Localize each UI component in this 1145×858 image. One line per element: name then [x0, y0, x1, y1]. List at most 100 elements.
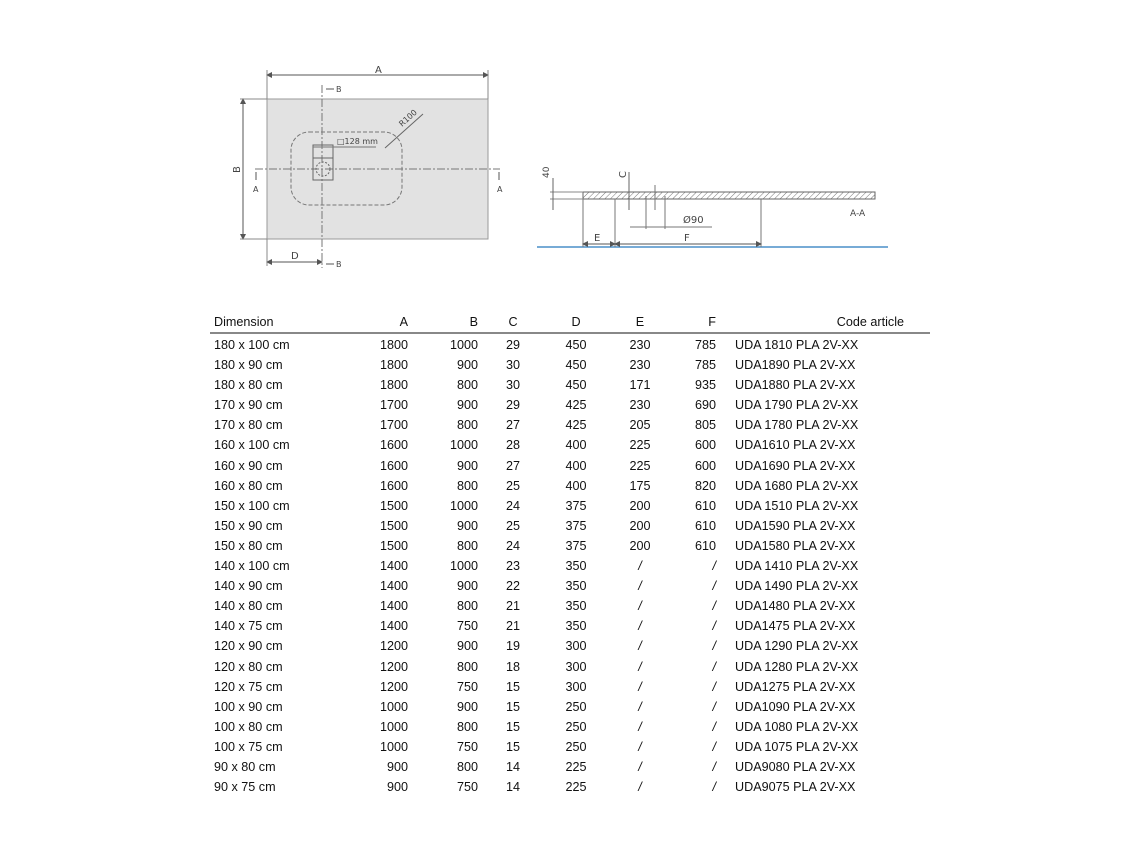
cell-b: 800	[456, 719, 478, 734]
cell-e: /	[638, 739, 642, 754]
cell-e: /	[638, 719, 642, 734]
cell-d: 425	[565, 398, 587, 413]
cell-e: /	[638, 619, 642, 634]
cell-code-article: UDA 1490 PLA 2V-XX	[735, 579, 859, 594]
cell-f: /	[712, 599, 717, 614]
cell-code-article: UDA 1410 PLA 2V-XX	[735, 559, 859, 574]
cell-dimension: 150 x 80 cm	[214, 538, 283, 553]
cell-a: 1500	[379, 538, 408, 553]
cell-c: 24	[505, 498, 520, 513]
cell-b: 750	[456, 780, 478, 795]
cell-b: 800	[456, 659, 478, 674]
cell-a: 1400	[379, 599, 408, 614]
cell-f: 600	[694, 458, 716, 473]
cell-code-article: UDA1475 PLA 2V-XX	[735, 619, 856, 634]
cell-code-article: UDA9080 PLA 2V-XX	[735, 759, 856, 774]
cell-code-article: UDA 1790 PLA 2V-XX	[735, 398, 859, 413]
cell-c: 15	[505, 719, 520, 734]
cell-b: 900	[456, 518, 478, 533]
cell-b: 750	[456, 679, 478, 694]
cell-dimension: 90 x 75 cm	[214, 780, 276, 795]
section-title: A-A	[850, 209, 866, 219]
cell-d: 450	[565, 378, 587, 393]
cell-dimension: 120 x 75 cm	[214, 679, 283, 694]
cell-code-article: UDA 1680 PLA 2V-XX	[735, 478, 859, 493]
cell-dimension: 120 x 90 cm	[214, 639, 283, 654]
table-row: 140 x 80 cm 1400 800 21 350 / / UDA1480 PLA 2V-…	[210, 597, 930, 617]
cell-d: 250	[565, 719, 587, 734]
cell-f: /	[712, 559, 717, 574]
cell-dimension: 170 x 80 cm	[214, 418, 283, 433]
cell-c: 29	[505, 338, 520, 352]
cell-a: 900	[386, 759, 408, 774]
cell-f: /	[712, 579, 717, 594]
cell-c: 24	[505, 538, 520, 553]
cell-e: /	[638, 639, 642, 654]
header-e: E	[635, 315, 645, 329]
cell-dimension: 150 x 100 cm	[214, 498, 290, 513]
cell-c: 19	[505, 639, 520, 654]
technical-drawing: A B □128 mm R100 D B B A A 40 C	[232, 65, 888, 269]
cell-dimension: 140 x 90 cm	[214, 579, 283, 594]
header-b: B	[469, 315, 478, 329]
table-header: Dimension A B C D E F Code article	[210, 313, 930, 334]
cell-f: /	[712, 619, 717, 634]
cell-code-article: UDA1275 PLA 2V-XX	[735, 679, 856, 694]
cell-b: 1000	[449, 559, 478, 574]
cell-d: 450	[565, 358, 587, 373]
cell-code-article: UDA1580 PLA 2V-XX	[735, 538, 856, 553]
cell-e: 205	[629, 418, 651, 433]
cell-c: 21	[505, 599, 520, 614]
cell-d: 250	[565, 699, 587, 714]
cell-c: 27	[505, 418, 520, 433]
table-row: 150 x 100 cm 1500 1000 24 375 200 610 UDA 1510 …	[210, 497, 930, 517]
cell-c: 25	[505, 478, 520, 493]
table-row: 180 x 90 cm 1800 900 30 450 230 785 UDA1890 PLA…	[210, 356, 930, 376]
cell-d: 425	[565, 418, 587, 433]
table-row: 150 x 90 cm 1500 900 25 375 200 610 UDA1590 PLA…	[210, 517, 930, 537]
cell-e: 230	[629, 338, 651, 352]
cell-dimension: 150 x 90 cm	[214, 518, 283, 533]
cell-a: 1400	[379, 619, 408, 634]
cell-dimension: 140 x 100 cm	[214, 559, 290, 574]
cell-d: 375	[565, 498, 587, 513]
cell-dimension: 180 x 90 cm	[214, 358, 283, 373]
cell-e: 171	[629, 378, 651, 393]
table-row: 120 x 75 cm 1200 750 15 300 / / UDA1275 PLA 2V-…	[210, 678, 930, 698]
cell-f: 600	[694, 438, 716, 453]
section-b-bottom: B	[336, 260, 342, 269]
cell-e: /	[638, 579, 642, 594]
cell-code-article: UDA1590 PLA 2V-XX	[735, 518, 856, 533]
cell-b: 800	[456, 538, 478, 553]
table-row: 160 x 90 cm 1600 900 27 400 225 600 UDA1690 PLA…	[210, 457, 930, 477]
cell-dimension: 120 x 80 cm	[214, 659, 283, 674]
cell-d: 375	[565, 538, 587, 553]
diameter-label: Ø90	[683, 214, 704, 226]
cell-f: /	[712, 639, 717, 654]
header-dimension: Dimension	[214, 315, 274, 329]
section-a-left: A	[253, 185, 259, 194]
table-row: 100 x 80 cm 1000 800 15 250 / / UDA 1080 PLA 2V…	[210, 718, 930, 738]
cell-b: 1000	[449, 498, 478, 513]
cell-code-article: UDA 1075 PLA 2V-XX	[735, 739, 859, 754]
drain-square	[312, 144, 334, 181]
cell-c: 14	[505, 780, 520, 795]
cell-code-article: UDA 1510 PLA 2V-XX	[735, 498, 859, 513]
cell-e: 200	[629, 538, 651, 553]
cell-b: 1000	[449, 438, 478, 453]
dimensions-table: Dimension A B C D E F Code article 180 x…	[210, 313, 930, 798]
section-view: 40 C Ø90 E F A-A	[537, 166, 888, 248]
table-row: 170 x 90 cm 1700 900 29 425 230 690 UDA 1790 PL…	[210, 396, 930, 416]
tray-section	[582, 191, 876, 200]
dim-c-label: C	[618, 171, 629, 178]
cell-e: /	[638, 759, 642, 774]
cell-d: 300	[565, 659, 587, 674]
header-d: D	[571, 315, 581, 329]
cell-d: 400	[565, 478, 587, 493]
table-row: 90 x 75 cm 900 750 14 225 / / UDA9075 PLA 2V-XX	[210, 778, 930, 798]
cell-d: 450	[565, 338, 587, 352]
cell-e: /	[638, 599, 642, 614]
cell-dimension: 160 x 100 cm	[214, 438, 290, 453]
cell-a: 1500	[379, 498, 408, 513]
cell-b: 800	[456, 378, 478, 393]
